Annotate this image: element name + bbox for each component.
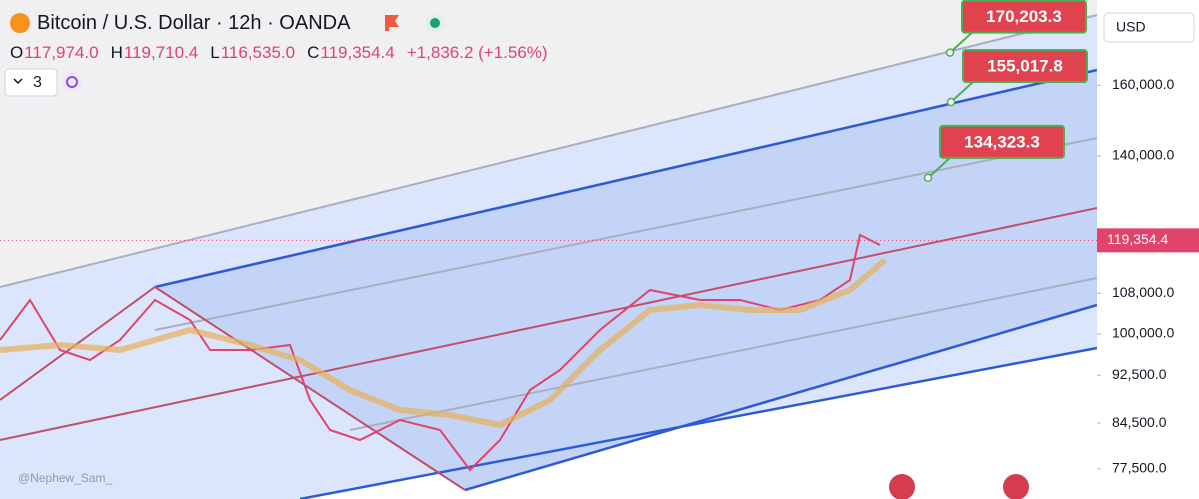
- channel-line: [0, 14, 1098, 288]
- interval-box[interactable]: [4, 68, 58, 97]
- ohlc-key: C: [307, 43, 320, 62]
- price-path: [0, 233, 881, 472]
- channel-line: [464, 303, 1098, 492]
- bg-upper: [0, 0, 1097, 287]
- callout-point: [946, 97, 956, 107]
- y-tick-label: 108,000.0: [1112, 284, 1174, 300]
- callout-leader: [949, 31, 973, 54]
- channel-line: [154, 68, 1098, 289]
- refresh-glyph: [66, 76, 78, 88]
- ohlc-key: O: [10, 43, 24, 62]
- callout-leader: [950, 81, 974, 103]
- y-tick-label: 84,500.0: [1112, 414, 1167, 430]
- ohlc-value: 119,354.4: [320, 43, 395, 62]
- currency: USD: [1116, 19, 1146, 35]
- event-flag[interactable]: [889, 474, 915, 499]
- channel-line: [299, 346, 1098, 499]
- channel-line: [154, 137, 1098, 331]
- refresh-icon[interactable]: [62, 72, 82, 92]
- status-dot: [430, 18, 440, 28]
- ohlc-value: 116,535.0: [220, 43, 296, 62]
- pitchfork-handle: [0, 285, 466, 491]
- interval-count: 3: [33, 74, 42, 91]
- ohlc-value: 117,974.0: [24, 43, 99, 62]
- callout-point: [923, 173, 933, 183]
- channel-inner: [155, 70, 1097, 490]
- currency-box[interactable]: [1103, 12, 1195, 43]
- event-flag[interactable]: [1003, 474, 1029, 499]
- current-price-box: [1097, 228, 1199, 253]
- flag-icon[interactable]: [385, 15, 399, 31]
- ohlc-key: L: [210, 43, 220, 62]
- y-tick-label: 140,000.0: [1112, 147, 1174, 163]
- y-tick-label: 100,000.0: [1112, 325, 1174, 341]
- callout-box: [962, 49, 1088, 84]
- ohlc-key: H: [110, 43, 123, 62]
- channel-line: [349, 277, 1098, 431]
- symbol-title: Bitcoin / U.S. Dollar · 12h · OANDA: [37, 12, 351, 34]
- current-price-label: 119,354.4: [1107, 231, 1168, 247]
- ma-ribbon: [0, 257, 887, 429]
- price-change: +1,836.2 (+1.56%): [406, 43, 548, 62]
- y-tick-label: 92,500.0: [1112, 366, 1167, 382]
- coin-icon: [10, 13, 30, 33]
- callout-leader: [927, 157, 951, 179]
- ohlc-value: 119,710.4: [123, 43, 199, 62]
- median-line: [0, 207, 1098, 441]
- y-tick-label: 77,500.0: [1112, 460, 1167, 476]
- callout-box: [961, 0, 1087, 34]
- callout-label: 134,323.3: [964, 132, 1040, 151]
- watermark: @Nephew_Sam_: [18, 471, 113, 485]
- callout-point: [945, 48, 955, 57]
- y-tick-label: 160,000.0: [1112, 76, 1174, 92]
- callout-label: 155,017.8: [987, 57, 1063, 76]
- callout-label: 170,203.3: [986, 7, 1062, 26]
- ohlc-row: O117,974.0 H119,710.4 L116,535.0 C119,354.4…: [10, 43, 560, 63]
- chevron: [13, 78, 23, 85]
- callout-box: [939, 124, 1065, 159]
